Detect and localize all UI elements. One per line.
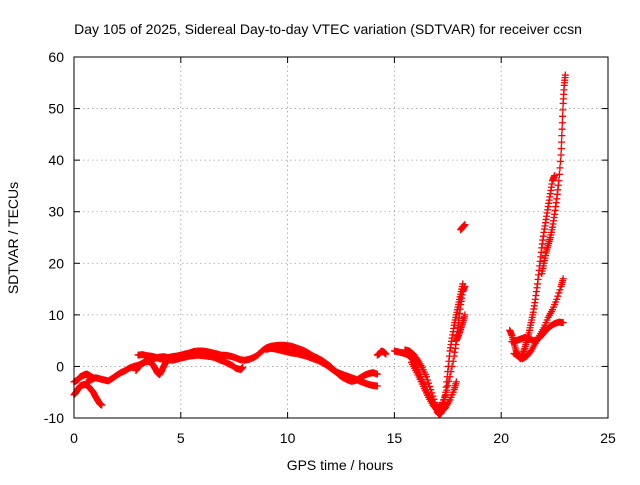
- data-point: [556, 164, 564, 172]
- y-tick-label: -10: [44, 410, 64, 426]
- series-arc-10: [401, 280, 467, 418]
- data-point: [556, 157, 564, 165]
- series-arc-12: [452, 311, 469, 345]
- data-point: [555, 177, 563, 185]
- data-point: [426, 382, 434, 390]
- data-point: [558, 132, 566, 140]
- series-arc-8: [373, 347, 390, 359]
- series-arc-13: [457, 221, 469, 234]
- data-point: [559, 275, 567, 283]
- series-arc-17: [538, 71, 569, 278]
- y-tick-label: 30: [48, 204, 64, 220]
- tick-labels: 0 5 10 15 20 25 -10 0 10 20 30 40 50 60: [44, 49, 616, 446]
- y-axis-title: SDTVAR / TECUs: [5, 182, 21, 294]
- data-point: [444, 382, 452, 390]
- data-point: [556, 286, 564, 294]
- x-tick-label: 20: [493, 430, 509, 446]
- chart-title: Day 105 of 2025, Sidereal Day-to-day VTE…: [74, 21, 582, 37]
- data-point: [557, 145, 565, 153]
- data-point: [373, 382, 381, 390]
- plot-frame: [73, 56, 609, 419]
- y-tick-label: 10: [48, 307, 64, 323]
- series-arc-11: [407, 358, 460, 415]
- x-tick-label: 15: [387, 430, 403, 446]
- data-point: [459, 280, 467, 288]
- data-point: [558, 119, 566, 127]
- series-arc-16: [508, 318, 567, 346]
- x-axis-title: GPS time / hours: [287, 457, 394, 473]
- data-point: [558, 138, 566, 146]
- x-tick-label: 25: [600, 430, 616, 446]
- data-point: [557, 151, 565, 159]
- x-tick-label: 10: [280, 430, 296, 446]
- data-point: [553, 295, 561, 303]
- data-point: [559, 106, 567, 114]
- data-point: [452, 378, 460, 386]
- data-point: [461, 311, 469, 319]
- data-point: [98, 401, 106, 409]
- y-tick-label: 50: [48, 101, 64, 117]
- data-point: [561, 71, 569, 79]
- x-tick-label: 0: [70, 430, 78, 446]
- series-arc-14: [506, 172, 559, 363]
- series-arc-7: [262, 344, 381, 390]
- x-tick-label: 5: [177, 430, 185, 446]
- data-point: [425, 379, 433, 387]
- data-point: [555, 289, 563, 297]
- data-point: [424, 376, 432, 384]
- data-point: [555, 170, 563, 178]
- data-point: [373, 370, 381, 378]
- data-marks: [70, 71, 569, 418]
- series-arc-2: [70, 380, 106, 409]
- data-point: [559, 319, 567, 327]
- data-point: [558, 125, 566, 133]
- data-point: [382, 350, 390, 358]
- y-tick-label: 20: [48, 255, 64, 271]
- series-arc-5: [134, 351, 247, 374]
- grid: [74, 57, 608, 418]
- data-point: [422, 373, 430, 381]
- data-point: [551, 172, 559, 180]
- data-point: [554, 292, 562, 300]
- y-tick-label: 0: [56, 358, 64, 374]
- data-point: [461, 221, 469, 229]
- y-tick-label: 60: [48, 49, 64, 65]
- data-point: [427, 386, 435, 394]
- data-point: [559, 112, 567, 120]
- data-point: [429, 392, 437, 400]
- y-tick-label: 40: [48, 152, 64, 168]
- data-point: [239, 363, 247, 371]
